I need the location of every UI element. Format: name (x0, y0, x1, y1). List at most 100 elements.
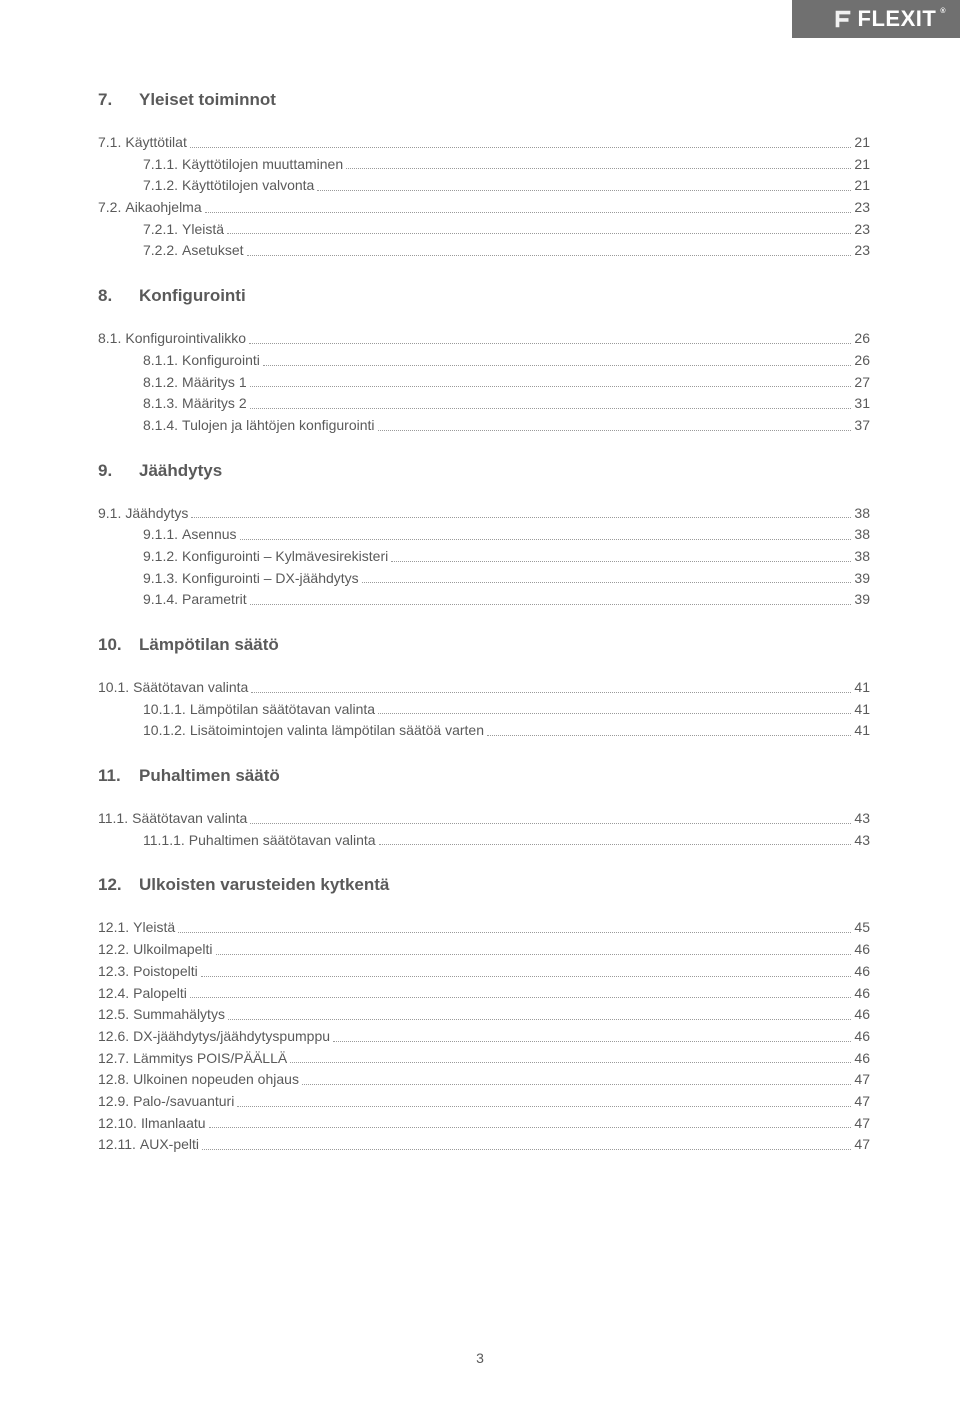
toc-leader-dots (216, 954, 852, 955)
toc-entry: 8.1. Konfigurointivalikko26 (98, 328, 870, 350)
brand-header: FLEXIT ® (792, 0, 960, 38)
toc-entry-num: 9.1. (98, 503, 121, 525)
toc-leader-dots (317, 190, 851, 191)
section-num: 8. (98, 286, 126, 306)
toc-leader-dots (201, 976, 852, 977)
toc-entry-num: 7.1. (98, 132, 121, 154)
toc-entry-num: 9.1.1. (143, 524, 178, 546)
toc-leader-dots (250, 408, 852, 409)
toc-entry-label: Yleistä (178, 219, 224, 241)
toc-entry-label: Säätötavan valinta (128, 808, 247, 830)
toc-entry-num: 12.7. (98, 1048, 129, 1070)
toc-entry-label: Käyttötilojen valvonta (178, 175, 314, 197)
toc-entry-page: 47 (854, 1069, 870, 1091)
toc-entry-label: Ulkoilmapelti (129, 939, 212, 961)
toc-leader-dots (378, 713, 851, 714)
section-label: Puhaltimen säätö (139, 766, 280, 786)
toc-entry-page: 23 (854, 197, 870, 219)
toc-entry-num: 12.1. (98, 917, 129, 939)
toc-entry-page: 37 (854, 415, 870, 437)
toc-entry: 9.1.4. Parametrit39 (98, 589, 870, 611)
section-label: Ulkoisten varusteiden kytkentä (139, 875, 389, 895)
toc-entry-num: 9.1.3. (143, 568, 178, 590)
section-label: Yleiset toiminnot (139, 90, 276, 110)
toc-entry-num: 10.1.2. (143, 720, 186, 742)
toc-leader-dots (290, 1062, 851, 1063)
toc-entry-num: 11.1. (98, 808, 128, 830)
toc-entry-label: Puhaltimen säätötavan valinta (185, 830, 376, 852)
toc-entry-num: 10.1.1. (143, 699, 186, 721)
toc-entry-page: 47 (854, 1113, 870, 1135)
toc-entry-page: 38 (854, 503, 870, 525)
toc-entry: 9.1. Jäähdytys 38 (98, 503, 870, 525)
toc-entry-num: 9.1.4. (143, 589, 178, 611)
toc-entry: 12.5. Summahälytys46 (98, 1004, 870, 1026)
toc-entry-label: Asetukset (178, 240, 243, 262)
toc-entry-page: 46 (854, 1004, 870, 1026)
toc-entry-page: 23 (854, 219, 870, 241)
toc-entry: 7.2.1. Yleistä23 (98, 219, 870, 241)
toc-entry-page: 31 (854, 393, 870, 415)
toc-leader-dots (333, 1041, 851, 1042)
toc-entry-label: Palopelti (129, 983, 187, 1005)
toc-entry: 12.3. Poistopelti46 (98, 961, 870, 983)
brand-text: FLEXIT (858, 6, 937, 32)
section-title: 9. Jäähdytys (98, 461, 870, 481)
toc-entry-page: 21 (854, 154, 870, 176)
toc-entry-page: 43 (854, 808, 870, 830)
toc-leader-dots (250, 386, 852, 387)
section-num: 9. (98, 461, 126, 481)
toc-entry: 12.7. Lämmitys POIS/PÄÄLLÄ46 (98, 1048, 870, 1070)
toc-entry-num: 8.1. (98, 328, 121, 350)
section-title: 8. Konfigurointi (98, 286, 870, 306)
toc-leader-dots (205, 212, 852, 213)
section-title: 10.Lämpötilan säätö (98, 635, 870, 655)
toc-entry: 12.8. Ulkoinen nopeuden ohjaus 47 (98, 1069, 870, 1091)
toc-entry: 7.2.2. Asetukset23 (98, 240, 870, 262)
toc-entry-page: 46 (854, 961, 870, 983)
section-num: 10. (98, 635, 126, 655)
toc-entry-label: Lisätoimintojen valinta lämpötilan säätö… (186, 720, 484, 742)
toc-entry-num: 8.1.2. (143, 372, 178, 394)
toc-entry-num: 12.6. (98, 1026, 129, 1048)
toc-entry-page: 39 (854, 568, 870, 590)
toc-entry-page: 41 (854, 677, 870, 699)
toc-entry-num: 7.2. (98, 197, 121, 219)
toc-entry-page: 46 (854, 939, 870, 961)
page-number: 3 (0, 1350, 960, 1366)
section-label: Konfigurointi (139, 286, 246, 306)
toc-entry: 12.11. AUX-pelti47 (98, 1134, 870, 1156)
toc-entry: 8.1.4. Tulojen ja lähtöjen konfigurointi… (98, 415, 870, 437)
toc-entry-label: Ilmanlaatu (137, 1113, 206, 1135)
toc-entry-label: Ulkoinen nopeuden ohjaus (129, 1069, 299, 1091)
toc-entry-num: 12.11. (98, 1134, 136, 1156)
toc-entry-num: 12.10. (98, 1113, 137, 1135)
toc-entry-num: 12.8. (98, 1069, 129, 1091)
toc-entry-label: Lämmitys POIS/PÄÄLLÄ (129, 1048, 287, 1070)
toc-leader-dots (190, 147, 852, 148)
toc-leader-dots (250, 604, 852, 605)
toc-entry: 11.1.1. Puhaltimen säätötavan valinta 43 (98, 830, 870, 852)
toc-leader-dots (178, 932, 851, 933)
toc-leader-dots (190, 997, 852, 998)
toc-entry-page: 41 (854, 699, 870, 721)
toc-entry-num: 11.1.1. (143, 830, 185, 852)
toc-leader-dots (191, 517, 851, 518)
toc-entry-page: 45 (854, 917, 870, 939)
section-label: Jäähdytys (139, 461, 222, 481)
toc-entry-num: 12.5. (98, 1004, 129, 1026)
toc-entry-label: DX-jäähdytys/jäähdytyspumppu (129, 1026, 330, 1048)
toc-entry-page: 41 (854, 720, 870, 742)
toc-entry-label: Asennus (178, 524, 236, 546)
toc-entry-num: 8.1.4. (143, 415, 178, 437)
toc-entry: 8.1.1. Konfigurointi26 (98, 350, 870, 372)
toc-entry: 9.1.3. Konfigurointi – DX-jäähdytys 39 (98, 568, 870, 590)
toc-entry-label: AUX-pelti (136, 1134, 199, 1156)
toc-entry: 12.10. Ilmanlaatu 47 (98, 1113, 870, 1135)
toc-entry-label: Käyttötilat (121, 132, 186, 154)
toc-entry-label: Konfigurointi – DX-jäähdytys (178, 568, 359, 590)
toc-entry-page: 43 (854, 830, 870, 852)
toc-entry: 9.1.2. Konfigurointi – Kylmävesirekister… (98, 546, 870, 568)
toc-entry: 10.1. Säätötavan valinta41 (98, 677, 870, 699)
toc-entry-label: Jäähdytys (121, 503, 188, 525)
